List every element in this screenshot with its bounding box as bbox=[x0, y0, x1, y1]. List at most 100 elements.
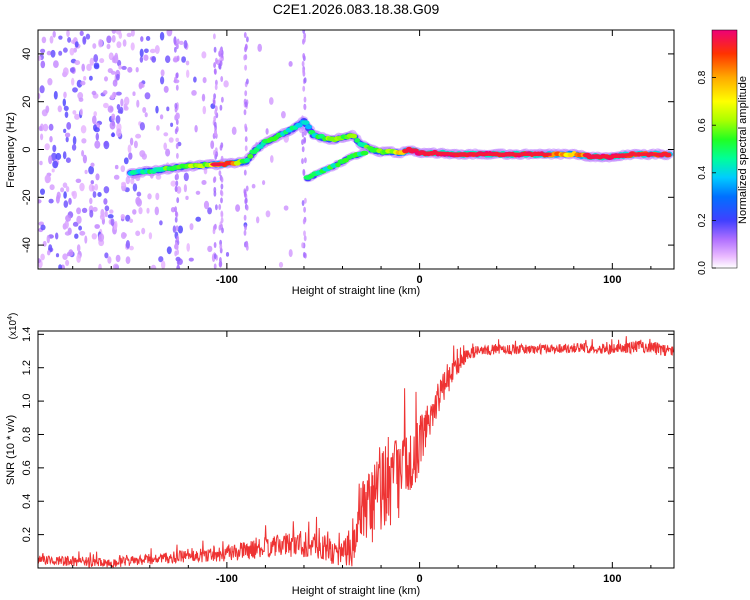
noise-streak bbox=[220, 76, 224, 82]
noise-speckle bbox=[130, 177, 135, 185]
noise-speckle bbox=[72, 136, 77, 145]
noise-streak bbox=[218, 204, 222, 210]
ridge-peak bbox=[460, 152, 462, 156]
noise-speckle bbox=[176, 264, 181, 269]
noise-speckle bbox=[74, 233, 79, 239]
noise-streak bbox=[174, 206, 178, 213]
ridge-peak bbox=[489, 152, 491, 156]
noise-streak bbox=[174, 216, 178, 223]
noise-speckle bbox=[155, 105, 159, 114]
y-tick-label: 1.0 bbox=[21, 393, 33, 408]
ridge-peak bbox=[475, 152, 477, 156]
ridge-peak bbox=[649, 152, 651, 156]
noise-speckle bbox=[210, 140, 215, 149]
y-tick-label: 20 bbox=[21, 96, 33, 108]
ridge-peak bbox=[443, 151, 446, 155]
noise-speckle bbox=[107, 214, 114, 219]
noise-streak bbox=[302, 30, 306, 34]
noise-speckle bbox=[159, 220, 163, 226]
x-tick-label: -100 bbox=[216, 573, 238, 585]
noise-streak bbox=[245, 204, 249, 211]
noise-speckle bbox=[115, 254, 121, 263]
noise-speckle bbox=[130, 30, 135, 37]
ridge-peak bbox=[508, 152, 510, 156]
noise-speckle bbox=[165, 148, 171, 157]
ridge-peak bbox=[633, 152, 635, 156]
noise-speckle bbox=[149, 48, 156, 54]
noise-speckle bbox=[63, 105, 69, 111]
ridge-peak bbox=[498, 152, 500, 156]
noise-speckle bbox=[136, 99, 140, 108]
noise-streak bbox=[219, 257, 222, 263]
noise-streak bbox=[218, 170, 222, 177]
ridge-peak bbox=[637, 152, 639, 156]
noise-speckle bbox=[114, 52, 119, 61]
spectrogram-plot-area bbox=[38, 30, 674, 269]
ridge-peak bbox=[535, 152, 537, 156]
noise-speckle bbox=[120, 98, 124, 107]
noise-speckle bbox=[58, 264, 62, 269]
noise-speckle bbox=[78, 97, 84, 102]
noise-speckle bbox=[170, 207, 176, 213]
noise-streak bbox=[174, 185, 178, 192]
noise-speckle bbox=[144, 48, 149, 54]
noise-speckle bbox=[99, 213, 105, 220]
noise-speckle bbox=[186, 243, 190, 252]
noise-streak bbox=[243, 109, 247, 116]
noise-streak bbox=[303, 136, 307, 143]
noise-speckle bbox=[81, 207, 88, 213]
noise-streak bbox=[244, 101, 248, 108]
noise-streak bbox=[175, 180, 179, 187]
ridge-peak bbox=[654, 152, 656, 156]
ridge-peak bbox=[619, 154, 621, 158]
spectrogram-x-label: Height of straight line (km) bbox=[292, 285, 420, 297]
ridge-peak bbox=[423, 151, 425, 155]
noise-speckle bbox=[51, 168, 55, 173]
noise-speckle bbox=[84, 169, 88, 175]
noise-streak bbox=[176, 43, 179, 50]
noise-streak bbox=[213, 149, 216, 156]
noise-speckle bbox=[71, 77, 75, 86]
noise-speckle bbox=[104, 210, 108, 218]
noise-streak bbox=[219, 261, 222, 268]
ridge-peak bbox=[516, 152, 518, 156]
noise-speckle bbox=[225, 252, 230, 257]
snr-frame bbox=[37, 330, 675, 569]
noise-streak bbox=[212, 99, 216, 106]
ridge-peak bbox=[602, 155, 604, 159]
noise-speckle bbox=[170, 122, 174, 128]
ridge-peak bbox=[657, 152, 660, 156]
noise-speckle bbox=[83, 76, 87, 81]
ridge-peak bbox=[428, 151, 431, 155]
noise-streak bbox=[301, 200, 305, 206]
ridge-peak bbox=[524, 152, 527, 156]
ridge-peak bbox=[472, 152, 475, 156]
noise-speckle bbox=[185, 195, 189, 200]
noise-speckle bbox=[93, 127, 100, 133]
noise-streak bbox=[175, 225, 179, 232]
noise-speckle bbox=[265, 128, 269, 135]
noise-speckle bbox=[74, 60, 81, 66]
noise-speckle bbox=[156, 125, 160, 131]
ridge-peak bbox=[542, 152, 544, 156]
noise-streak bbox=[213, 93, 217, 100]
ridge-peak bbox=[441, 151, 443, 155]
noise-speckle bbox=[44, 174, 51, 184]
ridge-peak bbox=[522, 152, 524, 156]
ridge-peak bbox=[436, 151, 439, 155]
noise-speckle bbox=[177, 225, 183, 234]
snr-x-label: Height of straight line (km) bbox=[292, 585, 420, 597]
ridge-peak bbox=[643, 152, 646, 156]
noise-speckle bbox=[139, 150, 146, 158]
spectrogram-x-ticks: -100 0 100 bbox=[72, 30, 652, 286]
ridge-peak bbox=[487, 152, 490, 156]
noise-speckle bbox=[63, 128, 67, 133]
ridge-peak bbox=[438, 151, 440, 155]
noise-speckle bbox=[89, 209, 94, 218]
noise-speckle bbox=[231, 126, 237, 135]
noise-speckle bbox=[126, 32, 132, 38]
noise-speckle bbox=[111, 30, 117, 34]
ridge-peak bbox=[495, 152, 498, 156]
noise-streak bbox=[175, 84, 179, 91]
ridge-peak bbox=[473, 152, 476, 156]
